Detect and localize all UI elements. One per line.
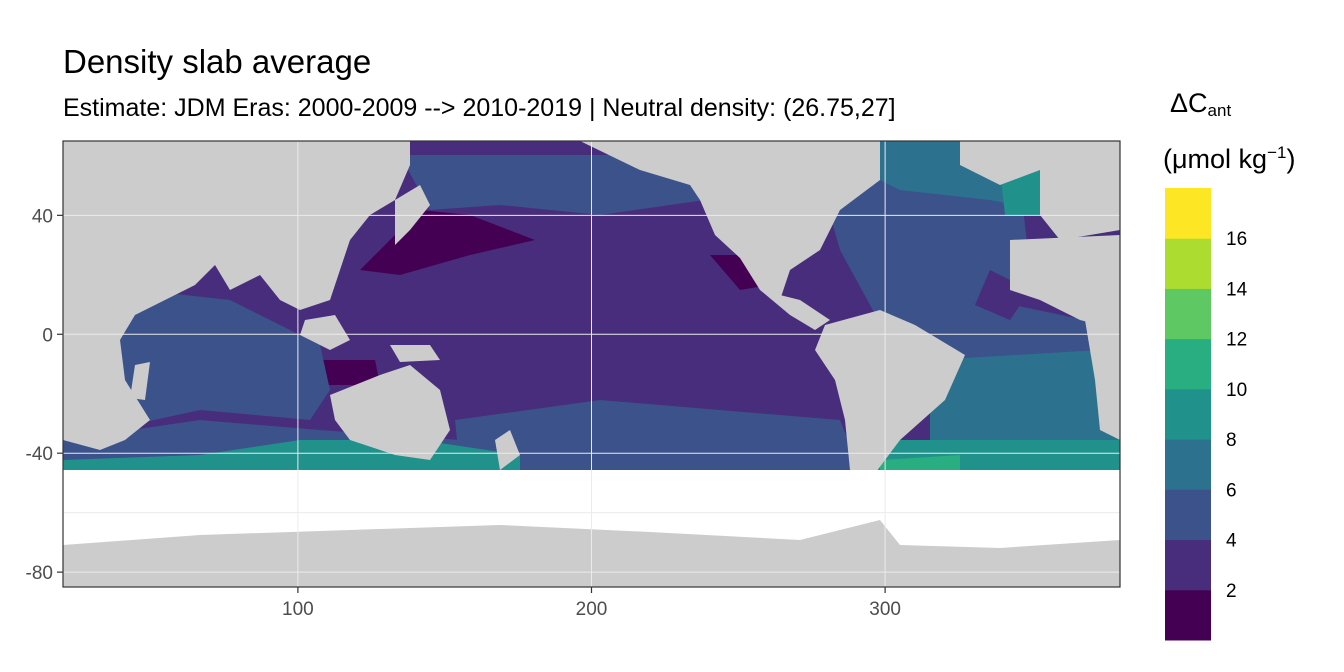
field-band-east-atlantic: [975, 270, 1030, 320]
y-tick-label: 40: [32, 206, 53, 227]
land-south-america: [815, 310, 965, 495]
field-band-indonesia-core: [315, 360, 380, 385]
land-new-guinea: [390, 345, 440, 362]
legend-swatch: [1165, 439, 1211, 490]
land-greenland: [960, 141, 1050, 185]
x-axis: 100 200 300: [282, 587, 901, 620]
legend-label: 8: [1226, 430, 1237, 451]
field-band-south-atlantic-rim: [880, 455, 960, 470]
legend-units-exponent: −1: [1267, 143, 1287, 162]
legend-swatch: [1165, 589, 1211, 641]
y-tick-label: -40: [26, 444, 53, 465]
legend-units-close: ): [1286, 144, 1296, 174]
land-new-zealand: [495, 430, 520, 470]
legend-swatch: [1165, 388, 1211, 440]
legend-units-text: (μmol kg: [1163, 144, 1268, 174]
land-north-america: [580, 141, 880, 300]
land-europe-west: [1040, 141, 1120, 240]
chart-subtitle: Estimate: JDM Eras: 2000-2009 --> 2010-2…: [63, 94, 896, 122]
legend-swatch: [1165, 489, 1211, 541]
legend-title-units: (μmol kg−1): [1163, 136, 1295, 176]
x-tick-label: 100: [282, 599, 314, 620]
legend-label: 4: [1226, 531, 1237, 552]
land-central-america: [760, 290, 830, 330]
legend-label: 6: [1226, 480, 1237, 501]
land-madagascar: [130, 362, 150, 400]
y-axis: 40 0 -40 -80: [26, 206, 63, 584]
legend-swatch: [1165, 238, 1211, 289]
land-eurasia-africa: [63, 141, 410, 450]
legend-colorbar: 2 4 6 8 10 12 14 16: [1165, 188, 1248, 641]
chart-title: Density slab average: [63, 43, 372, 80]
legend-title-symbol: ΔC: [1170, 88, 1208, 118]
legend-title-variable: ΔCant: [1170, 86, 1320, 128]
x-tick-label: 300: [869, 599, 901, 620]
land-southern-africa: [1085, 320, 1120, 440]
legend-swatch: [1165, 338, 1211, 390]
field-band-north-pacific: [400, 155, 705, 215]
x-tick-label: 200: [576, 599, 608, 620]
field-band-south-pacific: [455, 400, 860, 470]
land-west-africa: [1010, 235, 1120, 330]
legend-swatch: [1165, 288, 1211, 340]
legend-label: 2: [1226, 581, 1237, 602]
grid-lines: [63, 141, 1120, 587]
y-tick-label: -80: [26, 563, 53, 584]
field-band-mid-atlantic: [930, 350, 1120, 440]
legend-label: 12: [1226, 330, 1247, 351]
legend-title-subscript: ant: [1207, 101, 1232, 120]
legend-swatch: [1165, 188, 1211, 239]
legend-label: 14: [1226, 279, 1248, 300]
land-indonesia: [300, 315, 350, 350]
legend-swatch: [1165, 539, 1211, 591]
legend-label: 10: [1226, 380, 1247, 401]
land-australia: [330, 365, 450, 460]
y-tick-label: 0: [42, 325, 53, 346]
legend-label: 16: [1226, 229, 1247, 250]
